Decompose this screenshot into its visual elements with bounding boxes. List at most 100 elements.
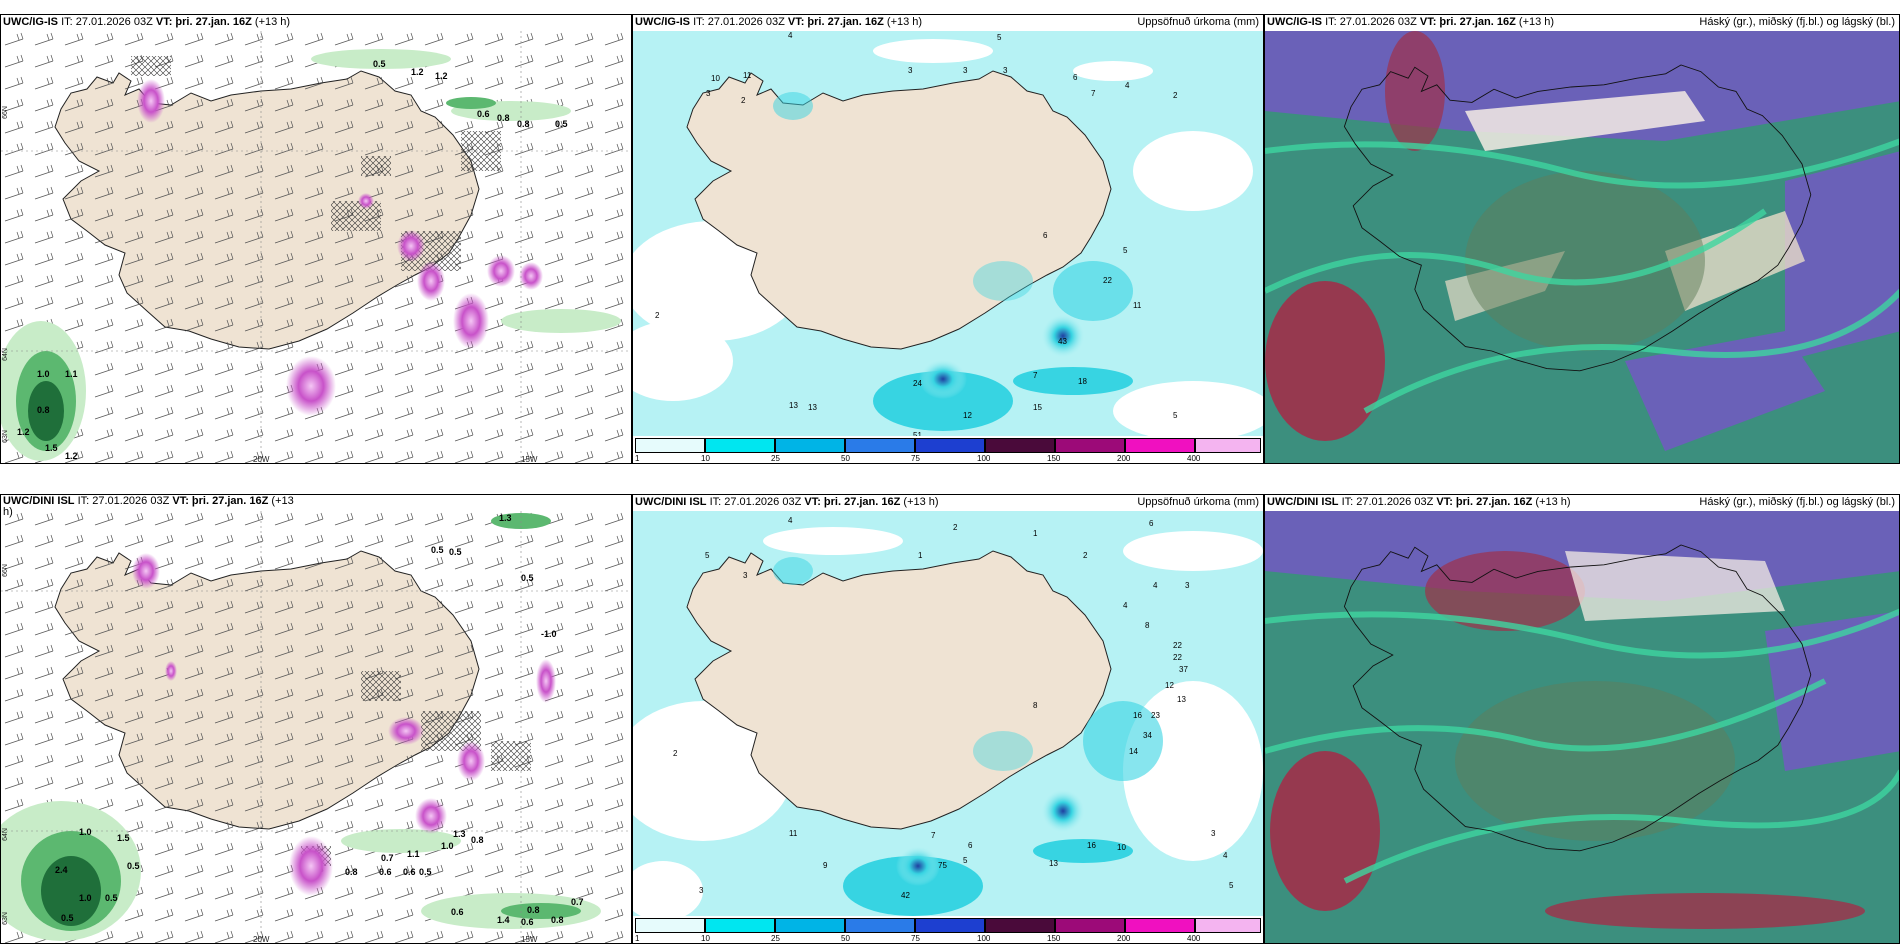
wind-value: 1.1 — [407, 849, 420, 859]
cbar-label: 200 — [1117, 454, 1131, 463]
precip-value: 2 — [953, 523, 958, 532]
wind-value: 0.5 — [449, 547, 462, 557]
wind-value: 0.6 — [403, 867, 416, 877]
wind-value: 1.5 — [117, 833, 130, 843]
cbar-swatch — [1125, 438, 1195, 453]
precip-value: 23 — [1151, 711, 1160, 720]
cbar-label: 75 — [911, 454, 920, 463]
precip-value: 9 — [823, 861, 828, 870]
precip-value: 16 — [1133, 711, 1142, 720]
cloud-contours — [1265, 138, 1899, 414]
wind-panel-top: UWC/IG-IS IT: 27.01.2026 03Z VT: þri. 27… — [0, 14, 632, 464]
panel-header: UWC/DINI ISL IT: 27.01.2026 03Z VT: þri.… — [1267, 496, 1571, 508]
cbar-label: 10 — [701, 454, 710, 463]
precip-blobs — [773, 92, 1133, 431]
precip-value: 4 — [1153, 581, 1158, 590]
precip-value: 1 — [918, 551, 923, 560]
cbar-swatch — [845, 438, 915, 453]
precip-value: 4 — [788, 31, 793, 40]
precip-value: 3 — [963, 66, 968, 75]
precip-value: 7 — [931, 831, 936, 840]
panel-header: UWC/IG-IS IT: 27.01.2026 03Z VT: þri. 27… — [3, 16, 291, 28]
precip-value: 4 — [1223, 851, 1228, 860]
precip-value: 51 — [913, 431, 922, 440]
wind-value: 1.2 — [435, 71, 448, 81]
grid-lines — [1, 31, 631, 463]
cbar-swatch — [1055, 918, 1125, 933]
wind-value: 1.2 — [65, 451, 78, 461]
precip-value: 6 — [1149, 519, 1154, 528]
precip-blobs — [773, 557, 1163, 916]
lat-label: 63N — [1, 912, 9, 925]
precip-value: 4 — [1123, 601, 1128, 610]
precip-value: 3 — [908, 66, 913, 75]
panel-title: Háský (gr.), miðský (fj.bl.) og lágský (… — [1699, 496, 1895, 508]
wind-value: 1.0 — [441, 841, 454, 851]
precip-value: 5 — [997, 33, 1002, 42]
cbar-label: 50 — [841, 454, 850, 463]
precip-value: 7 — [1033, 371, 1038, 380]
cbar-label: 400 — [1187, 934, 1201, 943]
precip-colorbar: 1 10 25 50 75 100 150 200 400 — [633, 916, 1263, 943]
wind-value: 1.4 — [497, 915, 510, 925]
lat-label: 66N — [1, 106, 9, 119]
precip-value: 42 — [901, 891, 910, 900]
cbar-swatch — [1055, 438, 1125, 453]
panel-title: Uppsöfnuð úrkoma (mm) — [1137, 16, 1259, 28]
wind-value: 0.8 — [497, 113, 510, 123]
lat-label: 64N — [1, 348, 9, 361]
wind-map: 0.5 0.5 1.3 0.5 -1.0 1.0 1.5 0.5 2.4 1.0… — [1, 511, 631, 943]
panel-title: Háský (gr.), miðský (fj.bl.) og lágský (… — [1699, 16, 1895, 28]
precip-value: 75 — [938, 861, 947, 870]
cbar-swatch — [775, 438, 845, 453]
wind-value: 1.0 — [79, 827, 92, 837]
precip-value: 2 — [741, 96, 746, 105]
precip-value: 12 — [1165, 681, 1174, 690]
precip-value: 6 — [1043, 231, 1048, 240]
lon-label: 15W — [521, 935, 538, 944]
green-wind-shading — [1, 49, 621, 461]
precip-value: 1 — [1033, 529, 1038, 538]
cbar-label: 100 — [977, 934, 991, 943]
wind-value: 1.0 — [37, 369, 50, 379]
precip-value: 7 — [1091, 89, 1096, 98]
precip-value: 13 — [808, 403, 817, 412]
cbar-label: 150 — [1047, 454, 1061, 463]
cbar-label: 25 — [771, 454, 780, 463]
wind-value: 1.2 — [17, 427, 30, 437]
wind-value: 0.5 — [105, 893, 118, 903]
wind-value: 1.2 — [411, 67, 424, 77]
cbar-swatch — [915, 438, 985, 453]
precip-value: 2 — [1173, 91, 1178, 100]
wind-value: 2.4 — [55, 865, 68, 875]
precip-colorbar: 1 10 25 50 75 100 150 200 400 — [633, 436, 1263, 463]
wind-value: 0.8 — [551, 915, 564, 925]
wind-value: 0.5 — [521, 573, 534, 583]
wind-value: 0.7 — [571, 897, 584, 907]
wind-value: 0.5 — [127, 861, 140, 871]
precip-panel-top: UWC/IG-IS IT: 27.01.2026 03Z VT: þri. 27… — [632, 14, 1264, 464]
precip-map: 4 2 1 1 5 3 2 6 4 3 4 8 22 22 37 12 13 2… — [633, 511, 1263, 921]
precip-value: 3 — [743, 571, 748, 580]
wind-value: 0.6 — [477, 109, 490, 119]
wind-value: 0.7 — [381, 853, 394, 863]
purple-precip-blobs — [137, 79, 543, 416]
dry-areas — [633, 527, 1263, 921]
precip-value: 5 — [963, 856, 968, 865]
precip-value: 3 — [1003, 66, 1008, 75]
precip-value: 2 — [655, 311, 660, 320]
panel-header: UWC/IG-IS IT: 27.01.2026 03Z VT: þri. 27… — [1267, 16, 1555, 28]
wind-value: 0.8 — [37, 405, 50, 415]
precip-value: 6 — [968, 841, 973, 850]
wind-value: 1.3 — [453, 829, 466, 839]
precip-value: 3 — [1185, 581, 1190, 590]
cbar-swatch — [705, 918, 775, 933]
wind-value: 0.8 — [527, 905, 540, 915]
precip-value: 24 — [913, 379, 922, 388]
cbar-label: 150 — [1047, 934, 1061, 943]
wind-value: -1.0 — [541, 629, 557, 639]
wind-value: 0.5 — [61, 913, 74, 923]
precip-panel-bottom: UWC/DINI ISL IT: 27.01.2026 03Z VT: þri.… — [632, 494, 1264, 944]
cbar-label: 1 — [635, 934, 640, 943]
lon-label: 20W — [253, 935, 270, 944]
